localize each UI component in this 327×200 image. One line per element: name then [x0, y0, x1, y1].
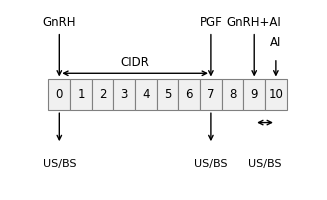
Bar — [48, 79, 70, 110]
Bar — [222, 79, 243, 110]
Text: CIDR: CIDR — [121, 56, 149, 69]
Text: 1: 1 — [77, 88, 85, 101]
Bar — [113, 79, 135, 110]
Text: GnRH: GnRH — [43, 16, 76, 29]
Text: 6: 6 — [185, 88, 193, 101]
Bar — [179, 79, 200, 110]
Text: US/BS: US/BS — [43, 159, 76, 169]
Text: 0: 0 — [56, 88, 63, 101]
Text: PGF: PGF — [199, 16, 222, 29]
Bar — [157, 79, 179, 110]
Text: 7: 7 — [207, 88, 215, 101]
Text: 8: 8 — [229, 88, 236, 101]
Text: US/BS: US/BS — [194, 159, 228, 169]
Text: 2: 2 — [99, 88, 106, 101]
Bar — [200, 79, 222, 110]
Bar — [70, 79, 92, 110]
Text: 5: 5 — [164, 88, 171, 101]
Text: US/BS: US/BS — [248, 159, 282, 169]
Text: 10: 10 — [268, 88, 283, 101]
Bar — [135, 79, 157, 110]
Text: 9: 9 — [250, 88, 258, 101]
Bar — [265, 79, 287, 110]
Bar — [92, 79, 113, 110]
Text: AI: AI — [270, 36, 282, 49]
Text: 4: 4 — [142, 88, 150, 101]
Text: 3: 3 — [121, 88, 128, 101]
Bar — [243, 79, 265, 110]
Text: GnRH+AI: GnRH+AI — [227, 16, 282, 29]
